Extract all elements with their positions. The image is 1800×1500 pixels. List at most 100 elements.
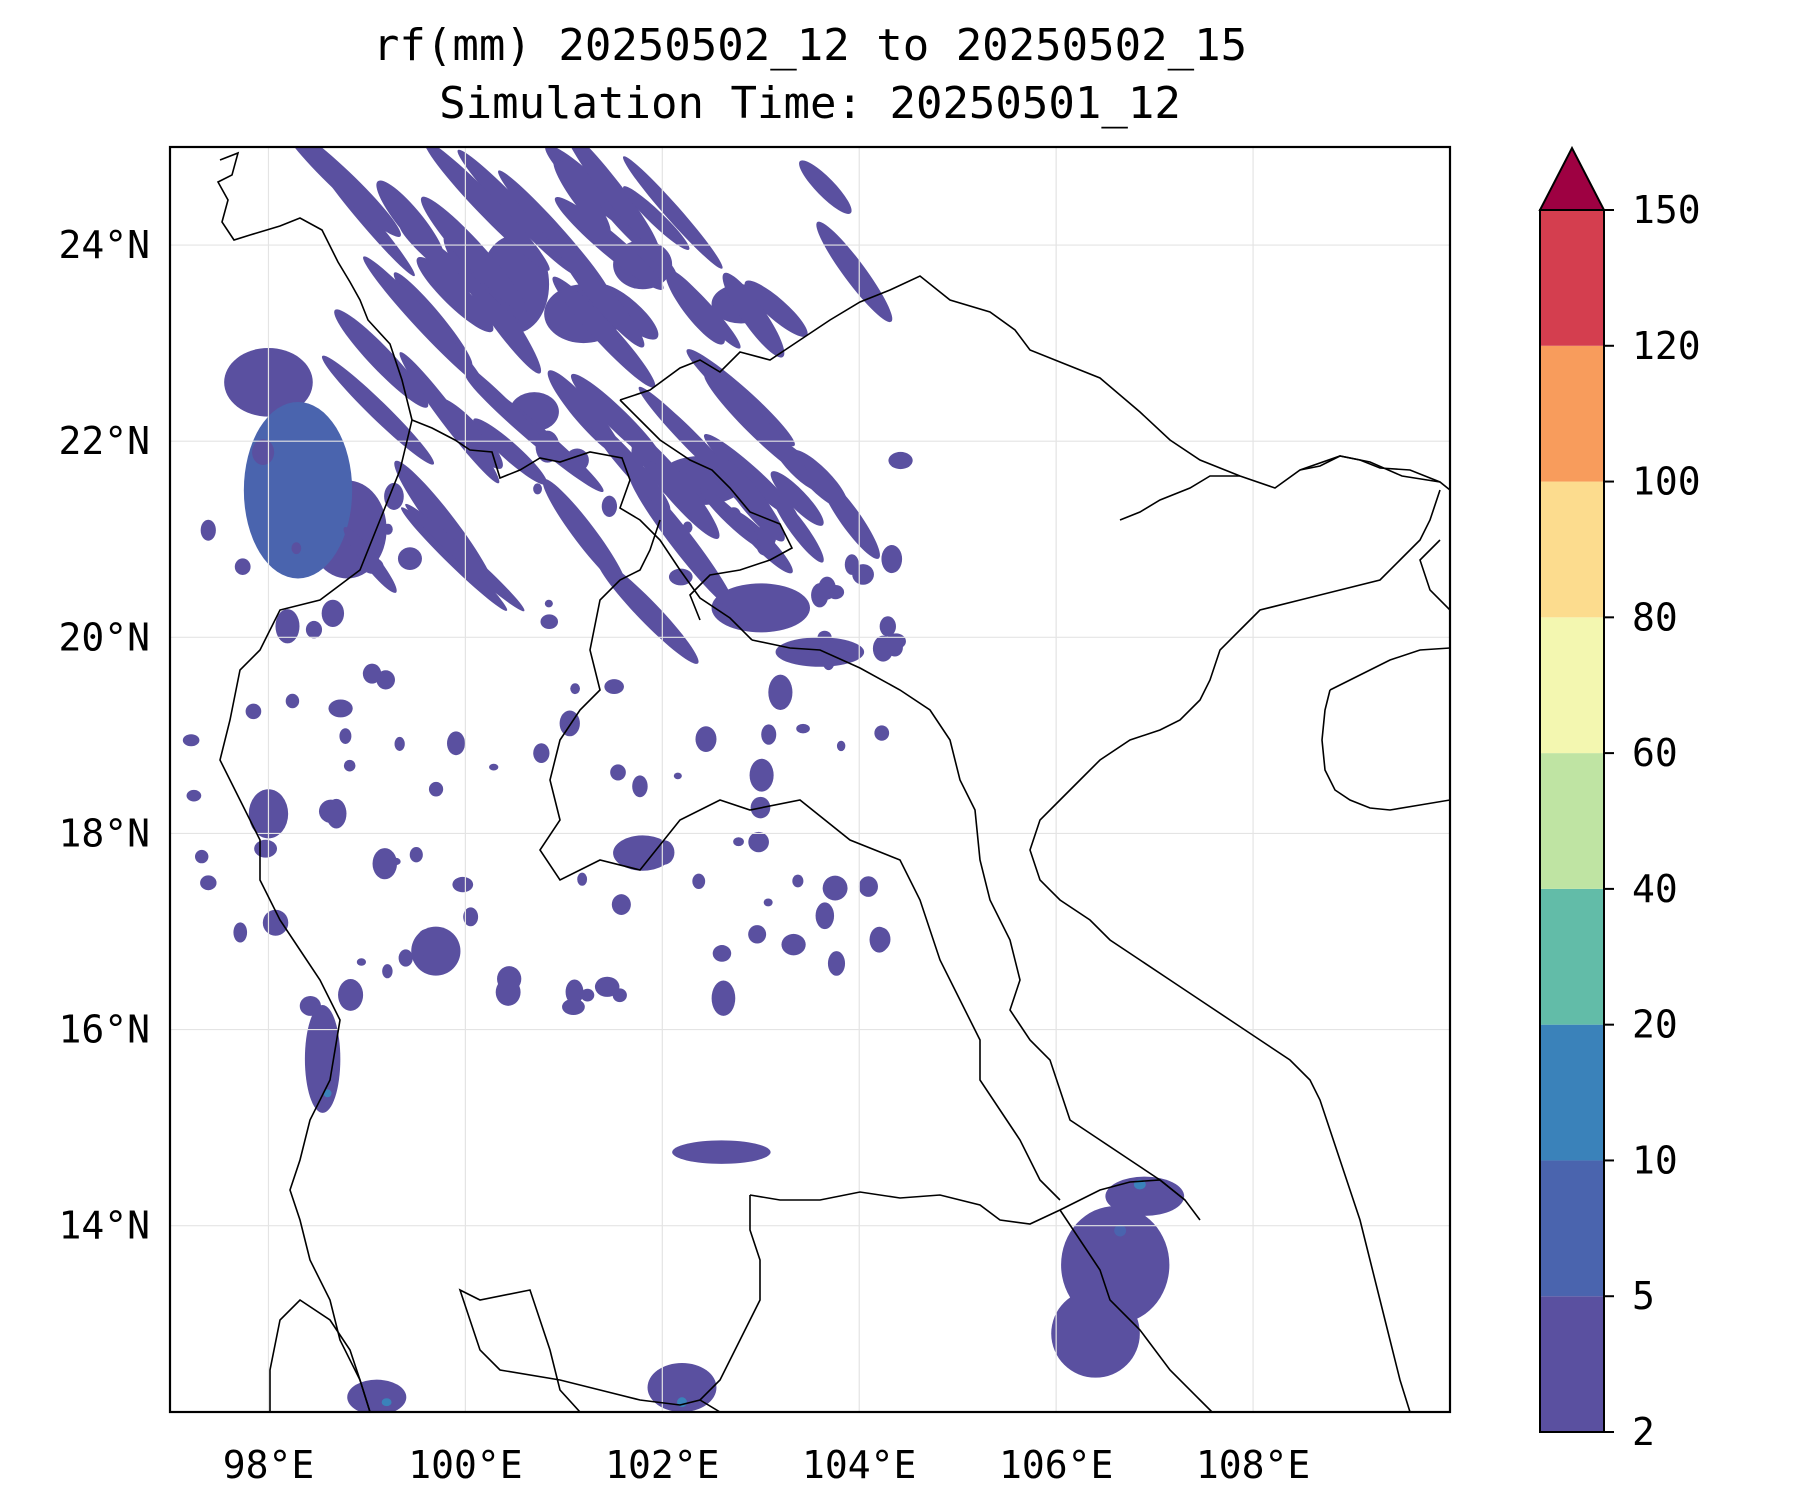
colorbar-tick-label: 80: [1632, 595, 1678, 639]
rain-cell: [200, 519, 216, 541]
coast-hainan: [1321, 647, 1450, 811]
rain-cell: [233, 922, 248, 943]
rain-area: [677, 1397, 687, 1408]
lat-tick-label: 22°N: [58, 419, 150, 463]
lon-tick-label: 108°E: [1196, 1443, 1310, 1487]
lat-tick-label: 18°N: [58, 811, 150, 855]
rain-cell: [748, 831, 769, 853]
rain-cell: [611, 894, 631, 915]
rain-cell: [356, 958, 367, 966]
rain-band: [715, 456, 785, 542]
rain-cell: [565, 979, 584, 1005]
rain-area: [1114, 1224, 1127, 1237]
rain-cell: [763, 898, 773, 907]
colorbar-tick-label: 150: [1632, 188, 1701, 232]
rain-band: [564, 147, 659, 251]
lon-tick-label: 102°E: [605, 1443, 719, 1487]
rain-band: [622, 156, 723, 269]
rain-cell: [489, 763, 499, 771]
rain-cell: [382, 523, 393, 535]
rain-cell: [428, 781, 444, 797]
rain-area: [711, 583, 810, 633]
rain-cell: [827, 951, 846, 976]
rain-cell: [610, 764, 626, 781]
rain-cell: [881, 544, 903, 574]
rain-area: [381, 1398, 392, 1407]
lat-tick-label: 16°N: [58, 1008, 150, 1052]
rain-cell: [372, 848, 398, 880]
colorbar-tick-label: 120: [1632, 324, 1701, 368]
rain-cell: [275, 609, 300, 644]
lat-tick-label: 14°N: [58, 1204, 150, 1248]
coast-gulf-of-tonkin-north: [1119, 475, 1240, 521]
rain-cell: [397, 547, 422, 571]
rain-cell: [362, 557, 384, 574]
rain-cell: [577, 872, 588, 886]
rain-cell: [234, 558, 251, 575]
coast-vietnam-north-east: [1419, 539, 1450, 611]
lat-tick-label: 24°N: [58, 223, 150, 267]
rain-area: [672, 1140, 771, 1164]
rain-cell: [768, 674, 793, 711]
rain-cell: [712, 945, 732, 962]
rain-cell: [495, 978, 521, 1006]
rain-band: [744, 280, 808, 337]
rain-cell: [711, 980, 736, 1016]
rain-cell: [792, 874, 804, 888]
colorbar-tick-label: 5: [1632, 1274, 1655, 1318]
lon-tick-label: 106°E: [999, 1443, 1113, 1487]
rain-cell: [570, 683, 580, 695]
rain-band: [334, 309, 429, 408]
rain-cell: [781, 933, 806, 956]
rain-band: [542, 479, 627, 589]
colorbar-tick-label: 2: [1632, 1410, 1655, 1454]
rain-cell: [194, 849, 209, 864]
coast-china-south: [1299, 455, 1450, 491]
rain-cell: [604, 679, 624, 695]
rain-band: [558, 245, 645, 348]
rain-cell: [544, 599, 553, 608]
rain-band: [443, 236, 542, 374]
rain-cell: [796, 723, 810, 734]
rain-cell: [562, 998, 585, 1015]
rain-cell: [653, 840, 675, 865]
rain-band: [623, 186, 690, 250]
colorbar-tick-label: 20: [1632, 1003, 1678, 1047]
rain-band: [722, 272, 785, 358]
colorbar-tick-label: 40: [1632, 867, 1678, 911]
lat-tick-label: 20°N: [58, 615, 150, 659]
lon-tick-label: 104°E: [802, 1443, 916, 1487]
rain-area: [347, 1379, 407, 1412]
rain-cell: [631, 437, 654, 467]
rain-cell: [852, 564, 874, 585]
rain-area: [1105, 1176, 1185, 1216]
colorbar-segment: [1540, 1024, 1604, 1161]
rain-cell: [362, 663, 382, 684]
border-laos-thailand-mekong: [539, 519, 1061, 1201]
rain-cell: [601, 495, 618, 517]
rain-cell: [398, 949, 413, 967]
rain-cell: [533, 743, 550, 763]
rain-cell: [339, 728, 352, 744]
rain-band: [363, 256, 486, 388]
rain-band: [420, 196, 527, 313]
border-china-laos-vn: [619, 399, 794, 621]
rain-cell: [186, 789, 202, 802]
rain-cell: [252, 439, 275, 466]
colorbar-extend-triangle: [1538, 145, 1606, 211]
rain-cell: [328, 699, 353, 718]
coast-cambodia: [699, 1399, 721, 1412]
colorbar-segment: [1540, 1160, 1604, 1297]
colorbar-tick-label: 100: [1632, 460, 1701, 504]
coastlines-borders: [216, 151, 1450, 1412]
rain-cell: [321, 599, 345, 628]
rain-cell: [594, 976, 620, 997]
border-china-myanmar: [216, 151, 413, 421]
rain-cell: [540, 614, 559, 630]
rain-cell: [815, 902, 835, 930]
rain-cell: [291, 542, 302, 555]
rain-cell: [254, 839, 278, 858]
rain-cell: [394, 736, 405, 751]
rain-band: [599, 201, 677, 276]
